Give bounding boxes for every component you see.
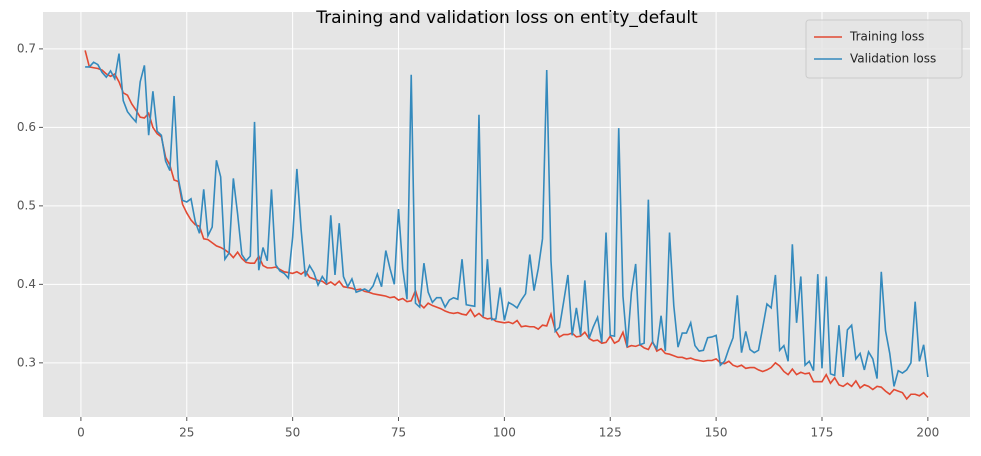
- y-tick-label: 0.3: [17, 355, 36, 369]
- y-tick-label: 0.5: [17, 198, 36, 212]
- x-tick-label: 75: [391, 426, 406, 440]
- x-tick-label: 175: [811, 426, 834, 440]
- x-tick-label: 125: [599, 426, 622, 440]
- y-tick-label: 0.4: [17, 277, 36, 291]
- x-tick-label: 150: [705, 426, 728, 440]
- legend-label: Validation loss: [850, 52, 936, 66]
- legend-label: Training loss: [849, 30, 924, 44]
- chart-title: Training and validation loss on entity_d…: [315, 8, 698, 28]
- x-tick-label: 200: [916, 426, 939, 440]
- series-line: [84, 50, 929, 401]
- plot-area: [43, 12, 970, 417]
- x-tick-label: 100: [493, 426, 516, 440]
- series-line: [85, 53, 929, 387]
- y-tick-label: 0.6: [17, 120, 36, 134]
- x-tick-label: 50: [285, 426, 300, 440]
- x-tick-label: 25: [179, 426, 194, 440]
- legend-box: [805, 19, 963, 79]
- y-tick-label: 0.7: [17, 41, 36, 55]
- x-tick-label: 0: [77, 426, 85, 440]
